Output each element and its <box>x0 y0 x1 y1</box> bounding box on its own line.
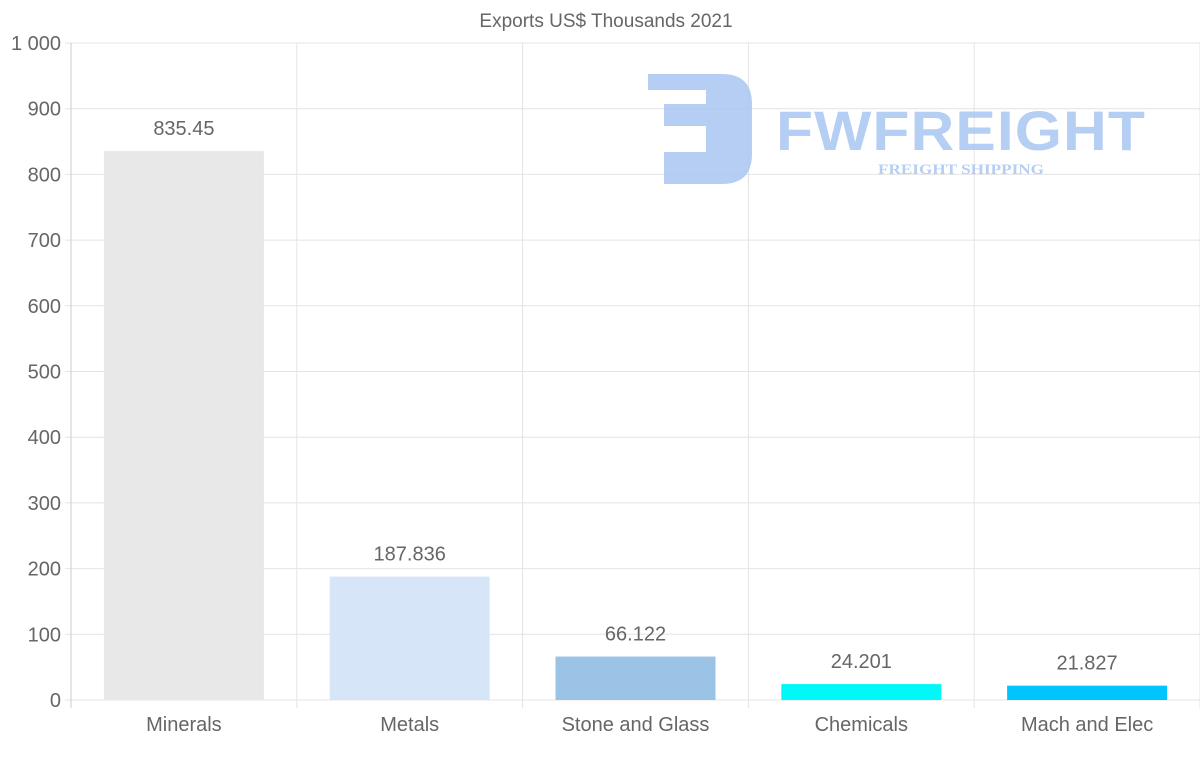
x-tick-label: Mach and Elec <box>1021 714 1153 736</box>
x-tick-label: Minerals <box>146 714 222 736</box>
watermark-brand: FWFREIGHT <box>776 99 1146 162</box>
watermark-logo: FWFREIGHT FREIGHT SHIPPING <box>648 74 1146 184</box>
y-tick-label: 200 <box>28 559 61 581</box>
labels: 0 100 200 300 400 500 600 700 800 900 1 000 835.45 M… <box>11 33 1153 736</box>
y-tick-label: 800 <box>28 164 61 186</box>
data-label: 835.45 <box>153 118 214 140</box>
logo-mark-icon <box>648 74 752 184</box>
x-tick-label: Stone and Glass <box>562 714 710 736</box>
y-tick-label: 300 <box>28 493 61 515</box>
bar-metals <box>329 576 490 700</box>
data-label: 187.836 <box>374 544 446 566</box>
bar-chemicals <box>781 684 942 700</box>
y-tick-label: 600 <box>28 296 61 318</box>
data-label: 21.827 <box>1057 653 1118 675</box>
chart-title: Exports US$ Thousands 2021 <box>479 11 732 32</box>
bar-stone-and-glass <box>555 656 716 700</box>
y-tick-label: 0 <box>50 690 61 712</box>
data-label: 24.201 <box>831 651 892 673</box>
bar-minerals <box>103 151 264 700</box>
x-tick-label: Metals <box>380 714 439 736</box>
watermark-tagline: FREIGHT SHIPPING <box>878 162 1044 178</box>
data-label: 66.122 <box>605 624 666 646</box>
x-tick-label: Chemicals <box>815 714 908 736</box>
y-tick-label: 900 <box>28 99 61 121</box>
y-tick-label: 400 <box>28 427 61 449</box>
bar-mach-and-elec <box>1007 685 1168 700</box>
y-tick-label: 1 000 <box>11 33 61 55</box>
y-tick-label: 700 <box>28 230 61 252</box>
y-tick-label: 500 <box>28 362 61 384</box>
y-tick-label: 100 <box>28 624 61 646</box>
bars <box>103 151 1168 700</box>
